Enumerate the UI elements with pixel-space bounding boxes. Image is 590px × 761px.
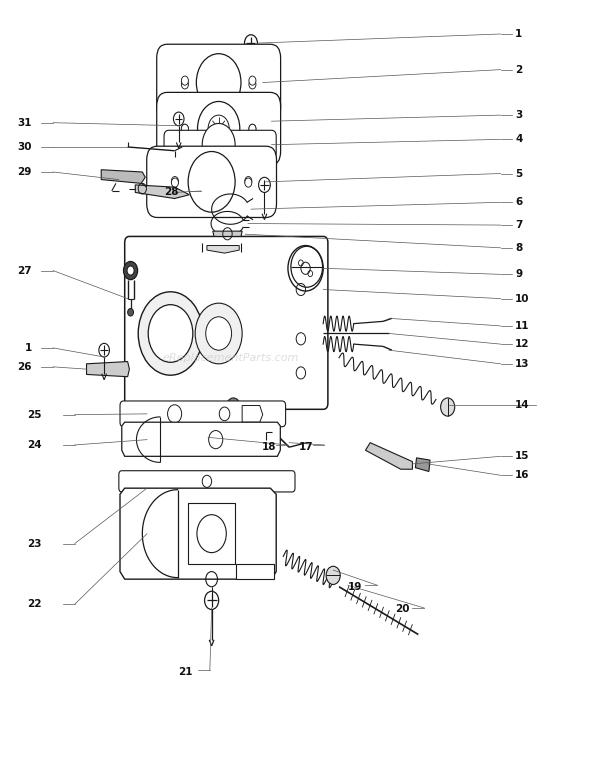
Polygon shape: [101, 170, 145, 183]
Polygon shape: [242, 406, 263, 422]
Circle shape: [195, 303, 242, 364]
Circle shape: [171, 177, 178, 186]
Polygon shape: [135, 185, 189, 199]
Polygon shape: [213, 231, 242, 237]
Polygon shape: [236, 564, 274, 579]
Text: 1: 1: [515, 29, 523, 39]
Text: 13: 13: [515, 359, 530, 369]
Circle shape: [181, 76, 188, 85]
Text: 25: 25: [27, 409, 41, 419]
Circle shape: [227, 398, 240, 416]
Text: 5: 5: [515, 168, 523, 179]
Text: 2: 2: [515, 65, 523, 75]
Text: 9: 9: [515, 269, 522, 279]
Text: 31: 31: [18, 118, 32, 128]
Circle shape: [181, 124, 188, 133]
Text: 21: 21: [178, 667, 192, 677]
Circle shape: [245, 177, 252, 186]
Circle shape: [245, 178, 252, 187]
Text: 6: 6: [515, 197, 523, 207]
FancyBboxPatch shape: [164, 130, 276, 159]
FancyBboxPatch shape: [120, 401, 286, 427]
Text: 17: 17: [299, 442, 314, 452]
Text: 7: 7: [515, 220, 523, 230]
Circle shape: [249, 124, 256, 133]
Bar: [188, 503, 235, 564]
Text: 28: 28: [164, 187, 179, 197]
Text: 19: 19: [348, 581, 362, 592]
Text: 8: 8: [515, 243, 523, 253]
Text: 23: 23: [27, 539, 41, 549]
Text: 24: 24: [27, 440, 41, 450]
Circle shape: [127, 266, 134, 275]
Circle shape: [196, 54, 241, 111]
Text: 27: 27: [17, 266, 32, 275]
Circle shape: [127, 308, 133, 316]
Circle shape: [198, 101, 240, 156]
Circle shape: [202, 123, 235, 166]
Circle shape: [249, 80, 256, 89]
Circle shape: [249, 76, 256, 85]
FancyBboxPatch shape: [157, 92, 281, 165]
Circle shape: [148, 304, 193, 362]
FancyBboxPatch shape: [119, 471, 295, 492]
FancyBboxPatch shape: [124, 237, 328, 409]
Circle shape: [171, 178, 178, 187]
Text: 26: 26: [18, 361, 32, 372]
Circle shape: [441, 398, 455, 416]
Polygon shape: [365, 443, 412, 470]
Circle shape: [249, 124, 256, 133]
Polygon shape: [415, 458, 430, 472]
Text: eReplacementParts.com: eReplacementParts.com: [162, 353, 299, 363]
Text: 16: 16: [515, 470, 530, 480]
Polygon shape: [207, 246, 239, 253]
Text: 14: 14: [515, 400, 530, 409]
Text: 4: 4: [515, 135, 523, 145]
Circle shape: [123, 262, 137, 279]
Text: 1: 1: [25, 343, 32, 353]
Circle shape: [188, 151, 235, 212]
Circle shape: [326, 566, 340, 584]
Circle shape: [138, 291, 203, 375]
Text: 10: 10: [515, 294, 530, 304]
Text: 29: 29: [18, 167, 32, 177]
Polygon shape: [87, 361, 129, 377]
FancyBboxPatch shape: [157, 44, 281, 121]
Text: 12: 12: [515, 339, 530, 349]
Text: 20: 20: [395, 604, 409, 614]
Text: 15: 15: [515, 451, 530, 461]
Circle shape: [181, 80, 188, 89]
FancyBboxPatch shape: [147, 146, 277, 218]
Circle shape: [181, 124, 188, 133]
Circle shape: [206, 317, 232, 350]
Text: 18: 18: [262, 442, 276, 452]
Text: 11: 11: [515, 321, 530, 331]
Polygon shape: [122, 422, 280, 457]
Text: 30: 30: [18, 142, 32, 152]
Text: 22: 22: [27, 599, 41, 609]
Polygon shape: [120, 488, 276, 579]
Text: 3: 3: [515, 110, 523, 120]
